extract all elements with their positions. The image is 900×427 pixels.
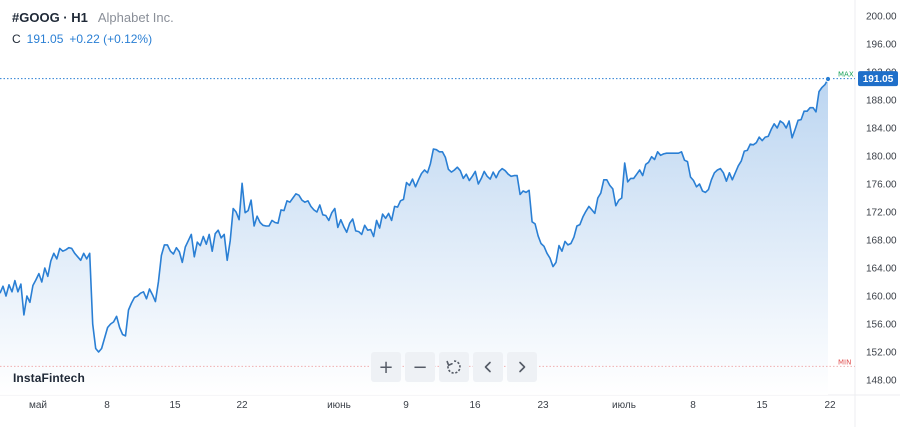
y-tick-label: 168.00 (866, 236, 897, 247)
x-tick-label: 22 (824, 400, 836, 411)
price-change: +0.22 (+0.12%) (69, 32, 153, 46)
price-area-fill (0, 79, 828, 395)
chart-toolbar: + − (371, 352, 537, 382)
y-tick-label: 176.00 (866, 180, 897, 191)
price-line (0, 78, 829, 353)
reset-icon (446, 360, 461, 374)
reset-button[interactable] (439, 352, 469, 382)
forward-button[interactable] (507, 352, 537, 382)
x-tick-label: 22 (236, 400, 248, 411)
last-price-dot (824, 75, 832, 83)
close-price: 191.05 (26, 32, 64, 46)
y-tick-label: 148.00 (866, 376, 897, 387)
x-tick-label: май (29, 400, 47, 411)
x-tick-label: 16 (469, 400, 481, 411)
x-tick-label: июль (612, 400, 636, 411)
y-tick-label: 180.00 (866, 152, 897, 163)
chart-header: #GOOG · H1 Alphabet Inc. C 191.05 +0.22 (+0… (12, 10, 174, 46)
y-tick-label: 152.00 (866, 348, 897, 359)
x-tick-label: 8 (104, 400, 110, 411)
last-price-tag (858, 71, 898, 87)
y-tick-label: 184.00 (866, 124, 897, 135)
last-price-tag-label: 191.05 (863, 74, 894, 85)
y-tick-label: 160.00 (866, 292, 897, 303)
close-label: C (12, 32, 21, 46)
back-button[interactable] (473, 352, 503, 382)
plus-icon: + (378, 356, 394, 378)
company-name: Alphabet Inc. (97, 10, 174, 25)
y-tick-label: 172.00 (866, 208, 897, 219)
x-tick-label: 23 (537, 400, 549, 411)
symbol-label: #GOOG · H1 (12, 10, 88, 25)
chevron-left-icon (484, 361, 491, 373)
y-tick-label: 188.00 (866, 96, 897, 107)
zoom-out-button[interactable]: − (405, 352, 435, 382)
minus-icon: − (412, 356, 428, 378)
x-tick-label: 9 (403, 400, 409, 411)
x-tick-label: 15 (756, 400, 768, 411)
y-tick-label: 196.00 (866, 40, 897, 51)
y-tick-label: 156.00 (866, 320, 897, 331)
x-tick-label: июнь (327, 400, 351, 411)
y-tick-label: 200.00 (866, 12, 897, 23)
zoom-in-button[interactable]: + (371, 352, 401, 382)
min-marker-label: MIN (838, 358, 851, 366)
y-tick-label: 164.00 (866, 264, 897, 275)
max-marker-label: MAX (838, 71, 854, 79)
x-tick-label: 8 (690, 400, 696, 411)
instafintech-logo: InstaFintech (13, 371, 85, 385)
x-tick-label: 15 (169, 400, 181, 411)
chevron-right-icon (519, 361, 526, 373)
